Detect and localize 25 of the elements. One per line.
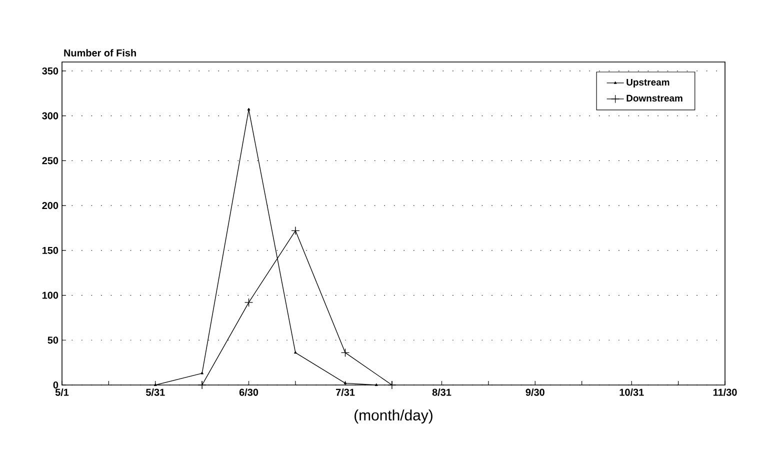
legend-label: Downstream [626,94,682,102]
x-tick-label: 5/1 [55,388,69,396]
x-tick-label: 9/30 [526,388,544,396]
y-tick-label: 0 [53,381,58,389]
legend-label: Upstream [626,78,670,88]
y-tick-label: 50 [48,336,58,344]
x-tick-label: 10/31 [620,388,644,396]
y-tick-label: 100 [42,292,58,299]
x-tick-label: 8/31 [432,388,452,396]
point [244,298,254,307]
y-tick-label: 150 [42,246,58,254]
y-tick-label: 350 [42,67,58,75]
y-tick-label: 250 [42,157,58,164]
point [291,226,300,236]
x-axis-title: (month/day) [354,410,432,424]
y-axis-title: Number of Fish [64,49,136,56]
y-tick-label: 200 [42,202,58,210]
point [198,380,206,390]
x-tick-label: 11/30 [713,388,737,396]
x-tick-label: 5/31 [146,388,165,396]
x-tick-label: 6/30 [239,388,258,396]
point [340,348,350,358]
point [388,380,396,390]
y-tick-label: 300 [42,112,58,120]
x-tick-label: 7/31 [336,388,355,396]
